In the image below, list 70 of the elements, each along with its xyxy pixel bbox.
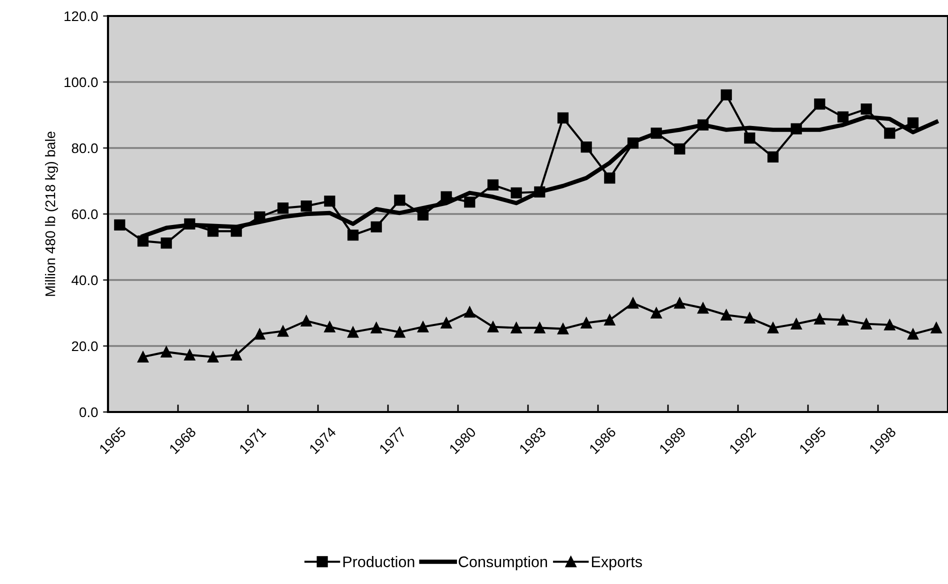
point bbox=[884, 128, 896, 139]
point bbox=[860, 104, 872, 115]
point bbox=[744, 312, 756, 324]
y-tick-label: 100.0 bbox=[64, 77, 98, 88]
point bbox=[207, 351, 219, 362]
y-tick-label: 60.0 bbox=[72, 209, 98, 220]
point bbox=[557, 323, 569, 334]
point bbox=[674, 143, 686, 155]
point bbox=[767, 322, 779, 334]
point bbox=[440, 317, 452, 328]
point bbox=[837, 314, 849, 326]
point bbox=[160, 346, 172, 358]
point bbox=[580, 317, 592, 328]
point bbox=[487, 321, 499, 332]
point bbox=[604, 314, 616, 326]
point bbox=[907, 117, 919, 128]
legend-label: Exports bbox=[592, 556, 642, 570]
legend-label: Production bbox=[343, 556, 414, 568]
point bbox=[510, 187, 522, 198]
point bbox=[627, 298, 639, 309]
point bbox=[674, 298, 686, 309]
point bbox=[580, 141, 592, 153]
point bbox=[394, 326, 406, 338]
y-tick-label: 20.0 bbox=[72, 341, 98, 352]
point bbox=[347, 230, 359, 241]
point bbox=[930, 322, 942, 334]
point bbox=[464, 306, 476, 318]
point bbox=[417, 209, 429, 221]
point bbox=[697, 302, 709, 314]
point bbox=[347, 326, 359, 338]
y-tick-label: 80.0 bbox=[72, 143, 98, 154]
point bbox=[814, 98, 826, 110]
point bbox=[114, 219, 126, 230]
point bbox=[510, 322, 522, 334]
point bbox=[907, 328, 919, 340]
point bbox=[184, 349, 196, 360]
point bbox=[230, 349, 242, 360]
point bbox=[744, 132, 756, 144]
point bbox=[370, 221, 382, 232]
point bbox=[860, 318, 872, 330]
point bbox=[417, 321, 429, 332]
point bbox=[324, 321, 336, 332]
point bbox=[300, 200, 312, 212]
point bbox=[160, 237, 172, 249]
y-tick-label: 0.0 bbox=[80, 407, 98, 418]
point bbox=[767, 151, 779, 162]
point bbox=[370, 322, 382, 334]
point bbox=[814, 313, 826, 324]
point bbox=[837, 111, 849, 123]
point bbox=[884, 319, 896, 330]
point bbox=[277, 202, 289, 214]
point bbox=[534, 322, 546, 334]
point bbox=[324, 196, 336, 207]
point bbox=[394, 194, 406, 206]
point bbox=[790, 318, 802, 330]
y-tick-label: 40.0 bbox=[72, 275, 98, 286]
point bbox=[464, 196, 476, 208]
y-tick-label: 120.0 bbox=[64, 11, 98, 22]
point bbox=[650, 307, 662, 319]
point bbox=[557, 112, 569, 124]
point bbox=[720, 89, 732, 100]
point bbox=[487, 179, 499, 191]
point bbox=[254, 328, 266, 340]
point bbox=[277, 326, 289, 337]
point bbox=[300, 315, 312, 326]
point bbox=[137, 351, 149, 362]
point bbox=[604, 172, 616, 184]
legend-label: Consumption bbox=[458, 556, 547, 570]
point bbox=[720, 309, 732, 321]
y-axis-title: Million 480 lb (218 kg) bale bbox=[45, 132, 58, 296]
